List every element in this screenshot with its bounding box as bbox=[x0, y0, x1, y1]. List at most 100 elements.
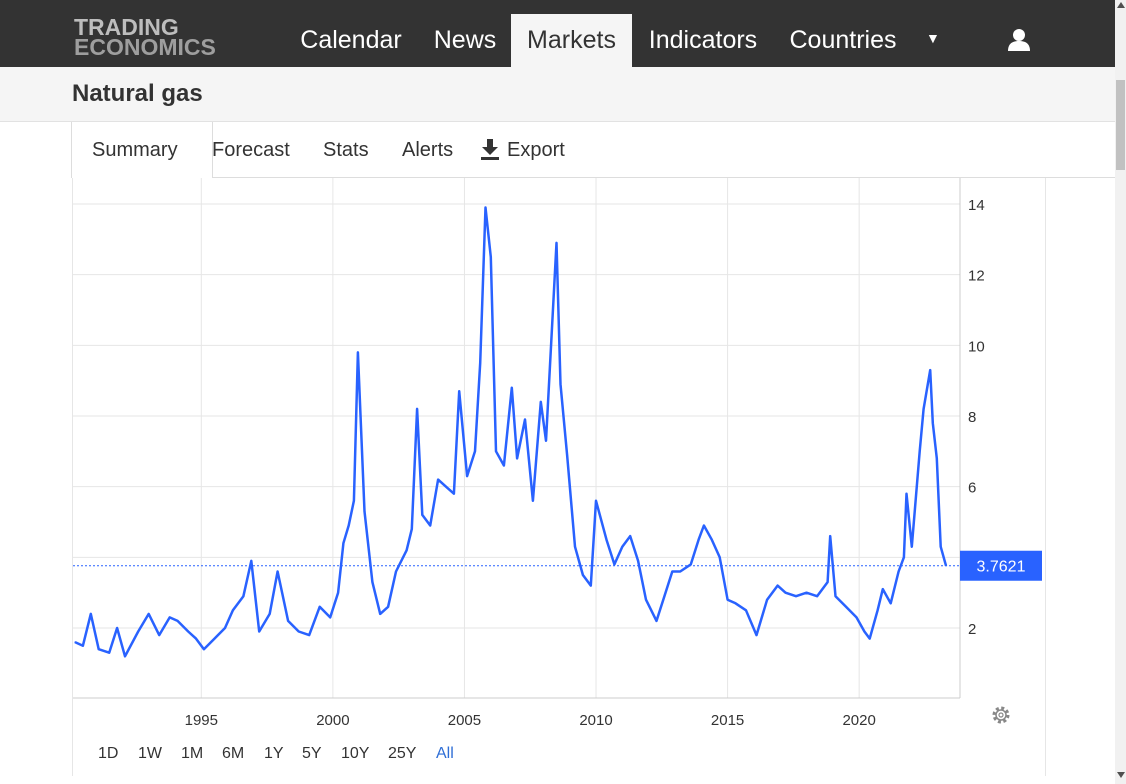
data-point-41 bbox=[421, 514, 423, 516]
data-point-31 bbox=[353, 500, 355, 502]
title-band bbox=[0, 67, 1115, 122]
data-point-20 bbox=[258, 630, 260, 633]
data-point-9 bbox=[158, 634, 160, 636]
range-button-25y[interactable]: 25Y bbox=[388, 745, 417, 762]
data-point-95 bbox=[845, 606, 847, 608]
y-tick-label-12: 12 bbox=[968, 268, 985, 285]
data-point-7 bbox=[137, 630, 139, 633]
data-point-48 bbox=[474, 450, 476, 452]
data-point-73 bbox=[655, 620, 658, 622]
data-point-83 bbox=[734, 602, 737, 604]
x-tick-label-2005: 2005 bbox=[448, 712, 481, 729]
nav-item-news[interactable]: News bbox=[433, 26, 497, 54]
nav-more-dropdown[interactable]: ▼ bbox=[926, 30, 940, 46]
data-point-50 bbox=[484, 206, 487, 209]
data-point-25 bbox=[308, 634, 310, 636]
nav-item-indicators[interactable]: Indicators bbox=[648, 26, 758, 54]
data-point-77 bbox=[690, 563, 692, 566]
range-button-all[interactable]: All bbox=[436, 745, 454, 762]
data-point-30 bbox=[348, 524, 350, 527]
data-point-6 bbox=[124, 655, 126, 657]
range-button-1y[interactable]: 1Y bbox=[264, 745, 284, 762]
data-point-67 bbox=[605, 539, 608, 541]
data-point-65 bbox=[590, 585, 592, 587]
download-icon[interactable] bbox=[480, 138, 500, 160]
range-button-5y[interactable]: 5Y bbox=[302, 745, 322, 762]
range-button-10y[interactable]: 10Y bbox=[341, 745, 370, 762]
logo-line-2: ECONOMICS bbox=[74, 34, 216, 60]
data-point-108 bbox=[929, 369, 931, 371]
data-point-110 bbox=[936, 457, 938, 459]
data-point-16 bbox=[224, 627, 226, 629]
data-point-75 bbox=[671, 570, 673, 573]
tab-alerts[interactable]: Alerts bbox=[402, 139, 454, 161]
logo-line-1: TRADING bbox=[74, 14, 179, 40]
tab-stats[interactable]: Stats bbox=[323, 139, 369, 161]
trading-economics-logo[interactable]: TRADING ECONOMICS bbox=[74, 14, 244, 60]
data-point-1 bbox=[82, 645, 84, 647]
data-point-39 bbox=[411, 528, 413, 530]
data-point-60 bbox=[555, 242, 558, 244]
user-icon[interactable] bbox=[1006, 28, 1032, 52]
scrollbar-thumb[interactable] bbox=[1116, 80, 1125, 170]
chart-axes bbox=[73, 178, 961, 699]
tab-forecast[interactable]: Forecast bbox=[212, 139, 290, 161]
data-point-88 bbox=[784, 592, 787, 594]
scroll-down-arrow-icon[interactable] bbox=[1117, 772, 1125, 778]
data-point-76 bbox=[679, 570, 681, 573]
nav-item-calendar[interactable]: Calendar bbox=[300, 26, 402, 54]
data-point-62 bbox=[566, 454, 568, 456]
x-tick-label-2000: 2000 bbox=[316, 712, 349, 729]
x-tick-label-2020: 2020 bbox=[842, 712, 875, 729]
y-tick-label-2: 2 bbox=[968, 621, 976, 638]
scroll-up-arrow-icon[interactable] bbox=[1117, 2, 1125, 8]
nav-item-markets[interactable]: Markets bbox=[511, 14, 632, 67]
data-point-0 bbox=[74, 641, 76, 643]
data-point-78 bbox=[698, 539, 700, 541]
data-point-57 bbox=[532, 500, 534, 502]
data-point-93 bbox=[829, 535, 831, 537]
tab-summary[interactable]: Summary bbox=[71, 122, 213, 178]
range-button-6m[interactable]: 6M bbox=[222, 745, 245, 762]
data-point-59 bbox=[545, 440, 547, 442]
data-point-34 bbox=[371, 581, 373, 583]
data-point-94 bbox=[834, 595, 837, 597]
data-point-29 bbox=[342, 542, 344, 544]
y-tick-label-14: 14 bbox=[968, 197, 985, 214]
nav-item-countries[interactable]: Countries bbox=[789, 26, 897, 54]
data-point-44 bbox=[445, 486, 447, 488]
range-button-1w[interactable]: 1W bbox=[138, 745, 162, 762]
data-point-51 bbox=[490, 256, 492, 258]
data-point-68 bbox=[613, 563, 616, 566]
y-tick-label-8: 8 bbox=[968, 409, 976, 426]
data-point-5 bbox=[116, 627, 118, 629]
data-point-63 bbox=[574, 546, 576, 548]
range-button-1m[interactable]: 1M bbox=[181, 745, 204, 762]
data-point-111 bbox=[940, 546, 942, 548]
last-value-box bbox=[960, 550, 1042, 581]
data-point-36 bbox=[387, 606, 389, 608]
data-point-53 bbox=[503, 464, 505, 467]
data-point-105 bbox=[911, 546, 913, 548]
data-point-99 bbox=[877, 609, 879, 611]
range-button-1d[interactable]: 1D bbox=[98, 745, 119, 762]
chart-series bbox=[74, 206, 948, 658]
last-value-label: 3.7621 bbox=[977, 559, 1026, 576]
data-point-79 bbox=[703, 524, 705, 527]
chart-settings-gear-icon[interactable] bbox=[990, 704, 1012, 726]
data-point-17 bbox=[232, 609, 234, 611]
data-point-28 bbox=[337, 592, 339, 594]
data-point-15 bbox=[213, 638, 216, 640]
tab-bar: Summary Forecast Stats Alerts Export bbox=[71, 122, 1115, 178]
tab-export[interactable]: Export bbox=[507, 139, 565, 161]
data-point-42 bbox=[429, 524, 431, 527]
data-point-71 bbox=[637, 560, 639, 562]
data-point-13 bbox=[195, 638, 197, 640]
data-point-45 bbox=[453, 493, 455, 495]
page-scrollbar[interactable] bbox=[1115, 0, 1126, 784]
data-point-27 bbox=[329, 616, 331, 619]
data-point-56 bbox=[524, 418, 526, 421]
data-point-21 bbox=[269, 613, 271, 615]
data-point-58 bbox=[540, 401, 542, 403]
